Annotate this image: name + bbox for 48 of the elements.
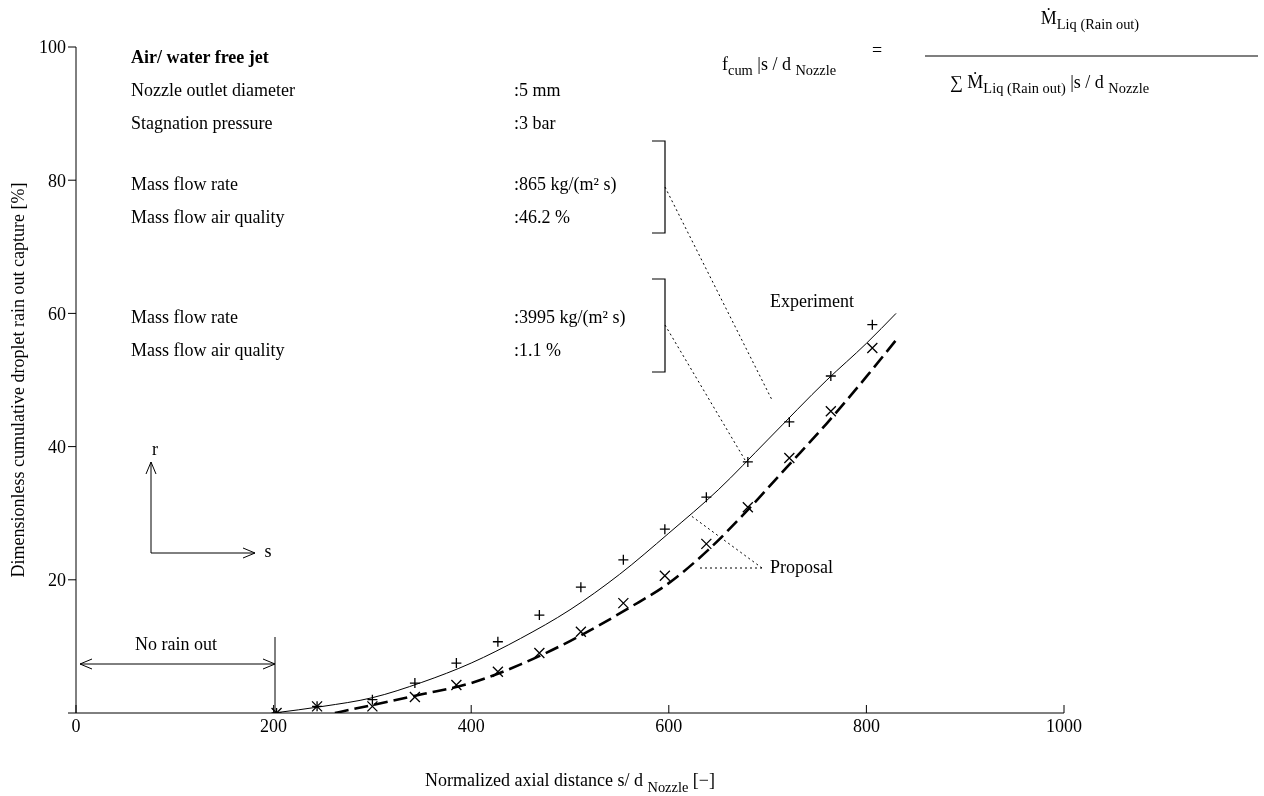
annotation: No rain out [135,634,217,655]
annotation: Stagnation pressure [131,113,273,134]
point [700,538,712,550]
x-tick-label: 400 [457,715,485,736]
text: Ṁ$_{Liq (Rain out)}$ [1040,8,1140,33]
y-axis-title: Dimensionless cumulative droplet rain out capture [%] [8,182,28,578]
point [742,501,754,513]
y-tick-label: 60 [48,303,66,324]
x-axis-title: Normalized axial distance s/ d $_{Nozzle}$ [−] [425,770,715,795]
point [825,405,837,417]
point [575,626,587,638]
point [450,657,463,669]
annotation: Air/ water free jet [131,47,269,68]
annotation: Mass flow air quality [131,340,285,361]
point [492,666,504,678]
point [617,597,629,609]
annotation: f$_{cum}$ |s / d $_{Nozzle}$ [722,54,837,78]
x-tick-label: 800 [852,715,880,736]
annotation: :1.1 % [514,340,561,361]
annotation: :3 bar [514,113,556,134]
annotation: Proposal [770,557,833,578]
annotation: r [152,439,158,460]
annotation: Mass flow air quality [131,207,285,228]
y-tick-label: 100 [39,37,66,58]
annotation: Experiment [770,291,854,312]
annotation: Mass flow rate [131,307,238,328]
annotation: :865 kg/(m² s) [514,174,617,196]
annotation: = [871,40,883,61]
annotation: ∑ Ṁ$_{Liq (Rain out)}$ |s / d $_{Nozzle}$ [950,72,1150,97]
y-tick-label: 40 [48,436,66,457]
point [533,647,546,659]
annotation: Mass flow rate [131,174,238,195]
annotation: Nozzle outlet diameter [131,80,295,101]
annotation: :46.2 % [514,207,570,228]
point [450,679,463,691]
annotation: :3995 kg/(m² s) [514,307,626,329]
x-tick-label: 600 [655,715,683,736]
y-tick-label: 20 [48,570,66,591]
x-tick-label: 200 [260,715,288,736]
point [659,570,671,582]
x-tick-label: 1000 [1046,715,1082,736]
point [783,452,795,464]
annotation: :5 mm [514,80,561,101]
point [409,691,421,703]
x-tick-label: 0 [71,715,81,736]
point [866,342,878,354]
annotation: s [264,541,272,562]
y-tick-label: 80 [48,170,66,191]
